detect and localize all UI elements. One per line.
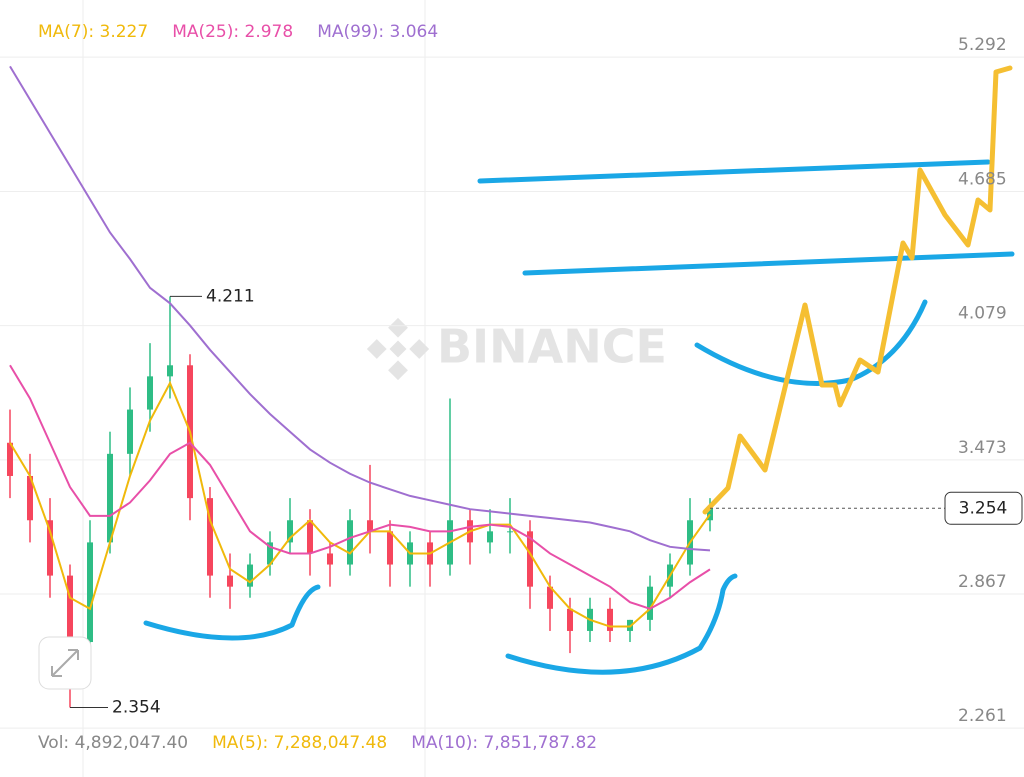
candle-body — [527, 531, 533, 587]
candle-body — [87, 542, 93, 643]
candle-body — [247, 564, 253, 587]
ma-line — [9, 65, 711, 552]
candle-body — [487, 531, 493, 543]
resistance-line — [477, 159, 991, 184]
y-tick-label: 2.261 — [958, 706, 1007, 726]
price-box — [944, 491, 1023, 525]
base-curve — [505, 573, 738, 675]
y-tick-label: 2.867 — [958, 572, 1007, 592]
ma-line — [9, 364, 711, 610]
candle-body — [327, 553, 333, 565]
projection-path — [702, 65, 1013, 515]
candle-body — [67, 575, 73, 643]
candle-body — [7, 442, 13, 476]
expand-button[interactable] — [38, 636, 92, 690]
candle-body — [207, 498, 213, 576]
candle-body — [607, 608, 613, 631]
legend-entry: MA(7): 3.227 — [38, 22, 148, 42]
candle-body — [147, 376, 153, 410]
support-line — [522, 251, 1015, 276]
y-tick-label: 4.685 — [958, 169, 1007, 189]
volume-label: MA(10): 7,851,787.82 — [411, 733, 597, 753]
price-label: 3.254 — [959, 498, 1008, 518]
candle-body — [307, 520, 313, 554]
y-tick-label: 5.292 — [958, 35, 1007, 55]
candle-body — [107, 453, 113, 543]
y-tick-label: 4.079 — [958, 304, 1007, 324]
candle-body — [547, 586, 553, 609]
y-tick-label: 3.473 — [958, 438, 1007, 458]
legend-entry: MA(99): 3.064 — [317, 22, 438, 42]
watermark-text: BINANCE — [437, 320, 667, 374]
volume-label: Vol: 4,892,047.40 — [38, 733, 188, 753]
candle-body — [167, 365, 173, 377]
candle-body — [47, 520, 53, 576]
candle-body — [387, 531, 393, 565]
ma-line — [9, 380, 711, 628]
candle-body — [347, 520, 353, 565]
candle-body — [367, 520, 373, 532]
candle-body — [507, 531, 513, 533]
candle-body — [27, 475, 33, 521]
low-label: 2.354 — [112, 698, 161, 718]
high-label: 4.211 — [206, 286, 255, 306]
expand-icon — [51, 649, 79, 677]
volume-label: MA(5): 7,288,047.48 — [212, 733, 387, 753]
legend-entry: MA(25): 2.978 — [172, 22, 293, 42]
drawings — [143, 65, 1015, 675]
base-curve — [143, 584, 321, 641]
candle-body — [127, 409, 133, 454]
candle-body — [647, 586, 653, 620]
candle-body — [567, 608, 573, 631]
candle-body — [287, 520, 293, 543]
candle-body — [267, 542, 273, 565]
candle-body — [227, 575, 233, 587]
